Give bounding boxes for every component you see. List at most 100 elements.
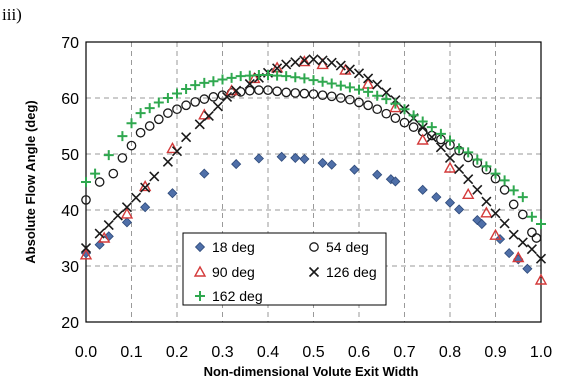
- data-point: [263, 70, 273, 81]
- data-point: [508, 185, 519, 196]
- data-point: [531, 233, 542, 243]
- data-point: [235, 71, 246, 82]
- data-point: [126, 140, 137, 151]
- data-point: [354, 97, 364, 108]
- legend: 18 deg 54 deg 90 deg 126 deg 162 deg: [182, 232, 387, 306]
- data-point: [363, 100, 373, 111]
- data-point: [463, 147, 474, 158]
- data-point: [94, 228, 105, 239]
- y-tick-label: 30: [61, 259, 79, 276]
- legend-marker: [195, 291, 205, 301]
- data-point: [454, 164, 465, 175]
- data-point: [112, 210, 123, 221]
- x-tick-label: 1.0: [530, 344, 552, 361]
- data-point: [317, 157, 328, 169]
- data-point: [499, 175, 510, 186]
- data-point: [339, 63, 352, 75]
- data-point: [426, 132, 437, 143]
- data-point: [527, 227, 537, 238]
- data-point: [217, 74, 228, 85]
- data-point: [281, 59, 292, 70]
- panel-label: iii): [2, 5, 22, 24]
- grid-lines: [86, 42, 541, 322]
- legend-label: 54 deg: [326, 239, 369, 255]
- data-point: [480, 206, 493, 218]
- data-point: [181, 132, 192, 143]
- data-point: [499, 218, 510, 229]
- data-point: [335, 80, 346, 91]
- data-point: [272, 70, 283, 81]
- data-point: [221, 91, 233, 102]
- data-point: [381, 108, 392, 119]
- data-point: [499, 184, 510, 195]
- data-point: [472, 184, 483, 195]
- data-point: [98, 231, 111, 243]
- data-point: [299, 73, 310, 84]
- data-point: [504, 248, 515, 259]
- data-point: [443, 161, 457, 173]
- data-point: [463, 174, 474, 185]
- legend-box: [182, 232, 387, 306]
- data-point: [361, 77, 375, 89]
- data-point: [372, 90, 383, 101]
- data-point: [208, 76, 219, 87]
- data-point: [344, 82, 355, 93]
- data-point: [317, 55, 328, 66]
- x-tick-label: 0.6: [348, 344, 370, 361]
- x-tick-label: 0.0: [75, 344, 97, 361]
- data-point: [290, 88, 301, 98]
- data-point: [163, 108, 173, 118]
- data-point: [517, 192, 528, 203]
- data-point: [363, 73, 374, 84]
- data-point: [199, 77, 210, 88]
- data-point: [372, 169, 383, 180]
- data-point: [517, 209, 528, 220]
- data-point: [194, 119, 205, 130]
- data-point: [335, 93, 346, 103]
- legend-label: 126 deg: [326, 264, 377, 280]
- data-point: [299, 55, 310, 66]
- data-point: [135, 108, 146, 119]
- data-point: [103, 220, 114, 231]
- data-point: [308, 75, 319, 86]
- data-point: [203, 110, 214, 121]
- data-point: [390, 113, 401, 124]
- data-point: [417, 184, 428, 195]
- data-point: [244, 78, 255, 90]
- data-point: [108, 168, 119, 179]
- data-point: [435, 142, 446, 153]
- series-126-deg: [80, 54, 547, 264]
- data-point: [326, 57, 337, 68]
- data-point: [326, 159, 337, 170]
- data-point: [317, 76, 328, 87]
- data-point: [226, 72, 237, 83]
- data-point: [489, 228, 502, 240]
- x-tick-label: 0.5: [302, 344, 324, 361]
- data-point: [162, 156, 173, 167]
- legend-label: 162 deg: [212, 288, 263, 304]
- data-point: [80, 243, 92, 254]
- data-point: [353, 68, 365, 79]
- data-point: [522, 263, 533, 274]
- data-point: [526, 244, 537, 255]
- data-point: [444, 152, 456, 163]
- data-point: [481, 161, 492, 172]
- data-point: [299, 88, 310, 99]
- data-point: [326, 78, 337, 89]
- data-point: [149, 171, 160, 182]
- legend-marker: [194, 241, 206, 253]
- data-point: [490, 208, 501, 219]
- data-point: [308, 54, 319, 65]
- series-162-deg: [81, 70, 546, 229]
- data-point: [290, 72, 301, 83]
- data-point: [490, 168, 501, 179]
- series-18-deg: [80, 151, 533, 274]
- x-tick-label: 0.3: [211, 344, 233, 361]
- data-point: [389, 101, 402, 113]
- data-point: [354, 84, 364, 95]
- data-point: [199, 94, 210, 104]
- data-point: [162, 93, 173, 103]
- data-point: [144, 121, 155, 131]
- data-point: [517, 237, 528, 248]
- data-point: [399, 104, 410, 115]
